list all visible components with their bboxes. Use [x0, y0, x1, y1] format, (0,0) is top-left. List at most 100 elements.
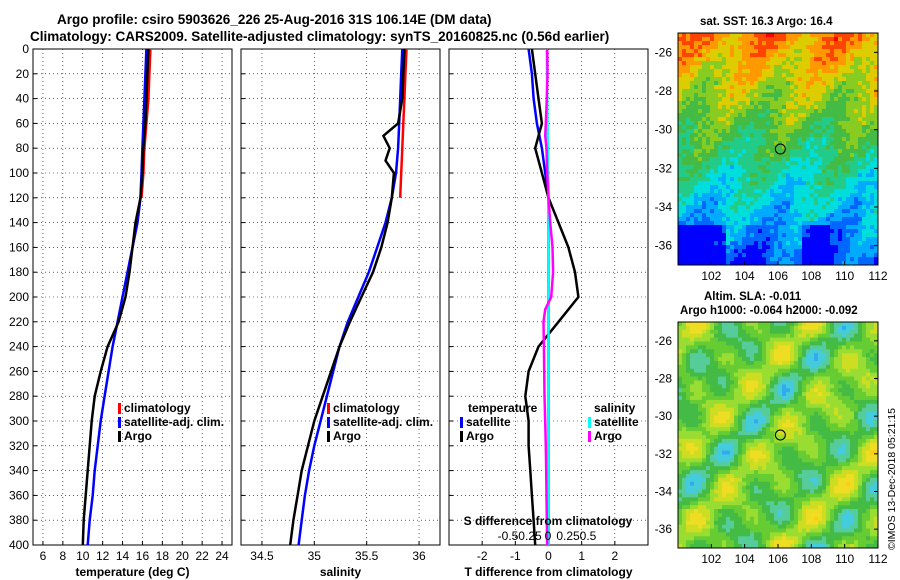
map-cell	[822, 329, 827, 335]
map-cell	[754, 57, 759, 62]
map-cell	[754, 93, 759, 98]
map-cell	[862, 257, 867, 262]
map-cell	[850, 197, 855, 202]
map-cell	[746, 462, 751, 467]
map-cell	[822, 137, 827, 142]
map-cell	[710, 372, 715, 377]
map-cell	[698, 423, 703, 428]
map-cell	[690, 349, 695, 354]
map-cell	[826, 193, 831, 198]
map-cell	[782, 53, 787, 58]
map-cell	[706, 41, 711, 46]
map-cell	[738, 105, 743, 110]
map-cell	[766, 435, 771, 440]
map-cell	[794, 403, 799, 409]
map-cell	[678, 245, 683, 250]
map-cell	[682, 454, 687, 459]
map-cell	[738, 333, 743, 338]
map-cell	[718, 121, 723, 126]
map-cell	[850, 101, 855, 106]
map-cell	[758, 333, 763, 338]
map-cell	[702, 322, 707, 327]
map-cell	[790, 372, 795, 377]
map-cell	[726, 376, 731, 381]
map-cell	[802, 392, 807, 397]
map-cell	[722, 53, 727, 58]
map-cell	[806, 360, 811, 366]
map-cell	[826, 93, 831, 98]
map-cell	[690, 101, 695, 106]
map-cell	[742, 53, 747, 58]
map-cell	[870, 157, 875, 162]
map-cell	[862, 197, 867, 202]
map-cell	[870, 193, 875, 198]
map-cell	[758, 392, 763, 397]
map-cell	[858, 161, 863, 166]
map-cell	[798, 141, 803, 146]
map-cell	[722, 245, 727, 250]
map-cell	[790, 427, 795, 432]
map-cell	[710, 462, 715, 467]
map-cell	[770, 454, 775, 459]
map-cell	[866, 101, 871, 106]
map-cell	[682, 73, 687, 78]
map-cell	[850, 411, 855, 416]
map-cell	[730, 69, 735, 74]
map-cell	[814, 241, 819, 246]
map-cell	[782, 93, 787, 98]
map-cell	[774, 141, 779, 146]
map-cell	[734, 341, 739, 346]
map-cell	[686, 380, 691, 385]
map-cell	[750, 49, 755, 54]
map-cell	[802, 325, 807, 331]
map-cell	[738, 399, 743, 405]
map-cell	[698, 125, 703, 130]
map-cell	[706, 396, 711, 401]
map-cell	[850, 141, 855, 146]
map-cell	[726, 177, 731, 182]
map-cell	[786, 325, 791, 331]
map-cell	[766, 101, 771, 106]
map-cell	[874, 77, 879, 82]
map-cell	[746, 257, 751, 262]
map-cell	[746, 322, 751, 327]
map-cell	[742, 237, 747, 242]
map-cell	[686, 450, 691, 455]
map-cell	[854, 161, 859, 166]
map-cell	[706, 368, 711, 374]
map-cell	[834, 85, 839, 90]
map-cell	[758, 209, 763, 214]
map-cell	[794, 380, 799, 385]
map-cell	[690, 85, 695, 90]
map-y-tick-label: -36	[655, 239, 673, 253]
map-cell	[854, 73, 859, 78]
x-tick-label: 22	[195, 549, 209, 563]
map-cell	[714, 403, 719, 409]
map-cell	[746, 197, 751, 202]
map-cell	[862, 225, 867, 230]
map-cell	[826, 53, 831, 58]
map-cell	[678, 435, 683, 440]
map-cell	[874, 73, 879, 78]
map-cell	[730, 341, 735, 346]
map-cell	[730, 396, 735, 401]
map-cell	[866, 438, 871, 444]
map-cell	[714, 209, 719, 214]
map-cell	[786, 181, 791, 186]
map-cell	[678, 384, 683, 389]
map-cell	[798, 415, 803, 420]
map-cell	[786, 411, 791, 416]
map-cell	[790, 349, 795, 354]
map-cell	[690, 435, 695, 440]
map-cell	[814, 396, 819, 401]
map-cell	[762, 357, 767, 362]
map-cell	[722, 253, 727, 258]
map-cell	[730, 173, 735, 178]
map-cell	[742, 77, 747, 82]
map-cell	[814, 399, 819, 405]
map-cell	[790, 237, 795, 242]
map-cell	[778, 233, 783, 238]
map-cell	[838, 454, 843, 459]
map-cell	[726, 337, 731, 342]
map-cell	[866, 49, 871, 54]
